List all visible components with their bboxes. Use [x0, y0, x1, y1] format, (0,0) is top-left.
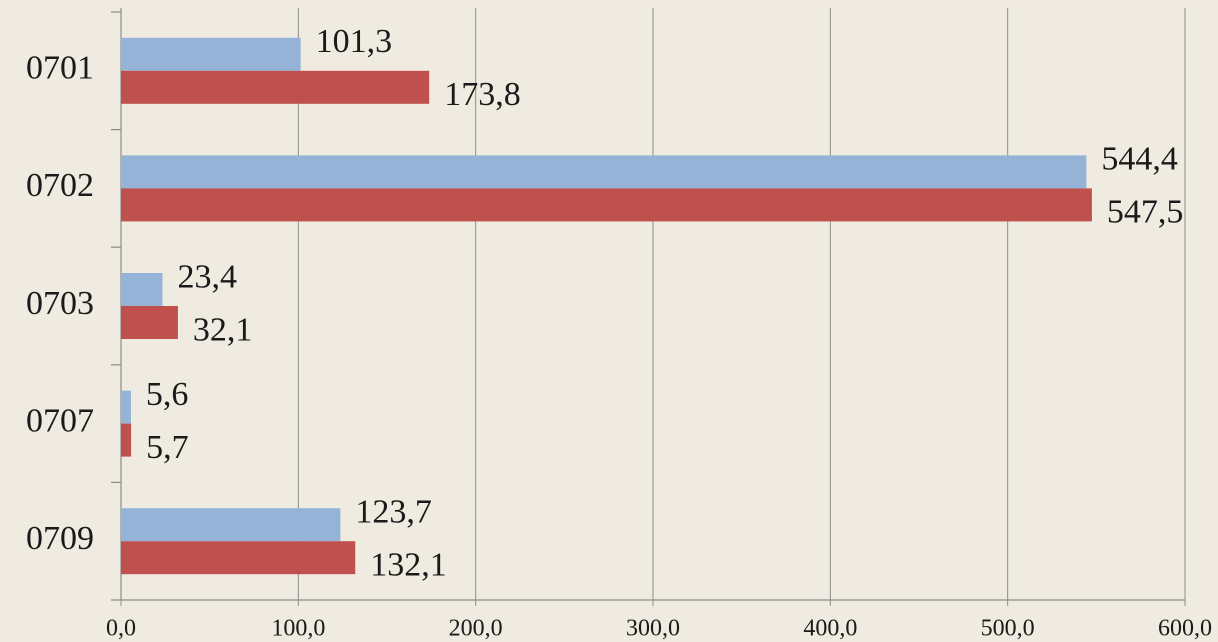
x-tick-label: 200,0 — [449, 616, 503, 642]
bar — [121, 423, 132, 457]
y-tick-label: 0703 — [26, 285, 94, 322]
data-label: 547,5 — [1107, 194, 1184, 231]
bar — [121, 37, 301, 71]
data-label: 101,3 — [316, 23, 393, 60]
bar — [121, 541, 356, 575]
data-label: 5,7 — [146, 429, 189, 466]
y-tick-label: 0709 — [26, 520, 94, 557]
bar — [121, 155, 1087, 189]
bar — [121, 70, 430, 104]
data-label: 32,1 — [193, 311, 253, 348]
bar — [121, 273, 163, 306]
x-tick-label: 0,0 — [106, 616, 136, 642]
data-label: 23,4 — [177, 258, 237, 295]
bar — [121, 508, 341, 542]
bar — [121, 188, 1092, 222]
x-tick-label: 600,0 — [1158, 616, 1212, 642]
bar — [121, 390, 131, 424]
y-tick-label: 0707 — [26, 402, 94, 439]
data-label: 544,4 — [1101, 141, 1178, 178]
x-tick-label: 400,0 — [803, 616, 857, 642]
bar — [121, 306, 178, 339]
x-tick-label: 100,0 — [271, 616, 325, 642]
data-label: 173,8 — [444, 76, 521, 113]
data-label: 123,7 — [355, 493, 432, 530]
y-tick-label: 0701 — [26, 50, 94, 87]
data-label: 132,1 — [370, 546, 447, 583]
y-tick-label: 0702 — [26, 167, 94, 204]
x-tick-label: 500,0 — [981, 616, 1035, 642]
data-label: 5,6 — [146, 376, 189, 413]
x-tick-label: 300,0 — [626, 616, 680, 642]
